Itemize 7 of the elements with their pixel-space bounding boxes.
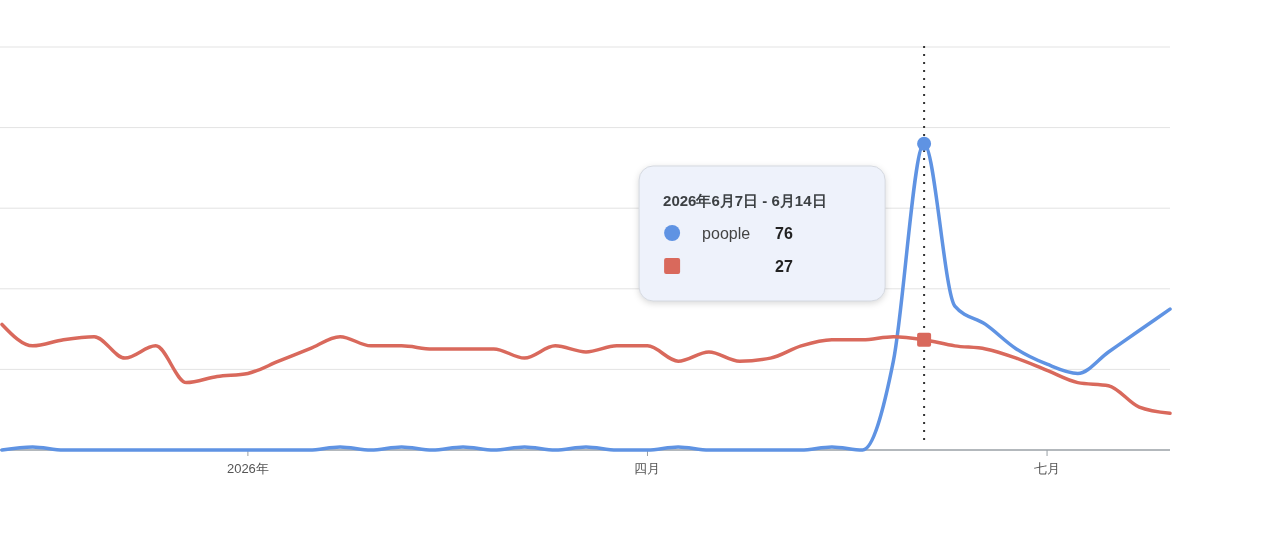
- annotation: 27: [775, 258, 793, 275]
- x-tick-label: 2026年: [226, 461, 269, 476]
- x-tick-label: 四月: [634, 461, 661, 476]
- annotation: 76: [775, 225, 793, 242]
- legend-label: poople: [702, 225, 751, 242]
- annotation: 2026年6月7日 - 6月14日: [663, 192, 827, 209]
- x-tick-label: 七月: [1034, 461, 1061, 476]
